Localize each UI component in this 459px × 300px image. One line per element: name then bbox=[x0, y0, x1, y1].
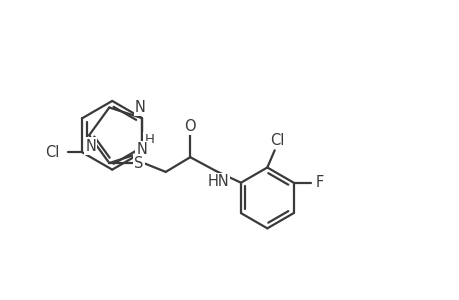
Text: F: F bbox=[315, 175, 323, 190]
Text: Cl: Cl bbox=[269, 133, 284, 148]
Text: Cl: Cl bbox=[45, 145, 59, 160]
Text: N: N bbox=[85, 139, 96, 154]
Text: N: N bbox=[135, 100, 146, 115]
Text: O: O bbox=[184, 119, 196, 134]
Text: S: S bbox=[134, 156, 143, 171]
Text: H: H bbox=[144, 133, 154, 146]
Text: N: N bbox=[136, 142, 147, 158]
Text: HN: HN bbox=[207, 174, 229, 189]
